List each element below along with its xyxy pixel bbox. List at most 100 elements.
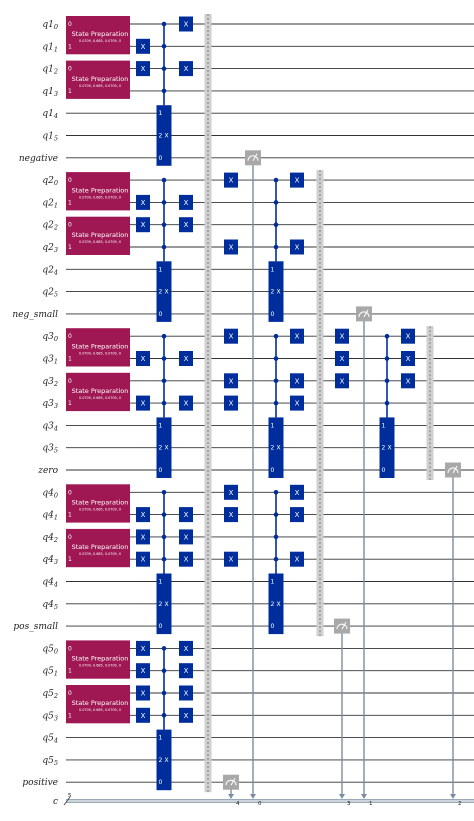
meter-arc	[447, 467, 459, 474]
qubit-label: q44	[42, 578, 58, 589]
x-gate-label: X	[340, 377, 345, 385]
x-gate-label: X	[184, 533, 189, 541]
x-gate-label: X	[184, 199, 189, 207]
mcx-label: X	[277, 601, 281, 608]
qubit-label: q10	[42, 20, 58, 31]
control-dot	[384, 378, 390, 384]
control-dot	[161, 356, 167, 361]
state-prep-index: 0	[68, 378, 72, 385]
mcx-gate	[156, 261, 172, 322]
x-gate-label: X	[295, 177, 300, 185]
x-gate	[136, 685, 150, 701]
x-gate	[224, 551, 238, 567]
mcx-gate	[268, 261, 284, 322]
mcx-index: 1	[271, 579, 275, 586]
classical-bit-index: 3	[347, 801, 351, 807]
state-prep-params: 0.0709, 0.685, 0.0709, 0	[79, 396, 121, 400]
state-prep-params: 0.0709, 0.685, 0.0709, 0	[79, 195, 121, 199]
x-gate	[290, 373, 304, 389]
x-gate	[136, 217, 150, 233]
x-gate-label: X	[141, 511, 146, 519]
x-gate-label: X	[184, 511, 189, 519]
x-gate	[136, 507, 150, 523]
qubit-label: positive	[22, 778, 58, 788]
mcx-index: 1	[159, 579, 163, 586]
control-dot	[161, 690, 167, 696]
state-prep-label: State Preparation	[72, 543, 129, 551]
x-gate	[179, 663, 193, 679]
qubit-label: q55	[42, 756, 58, 767]
qubit-label: q51	[42, 667, 58, 678]
control-dot	[161, 512, 167, 517]
control-dot	[273, 490, 279, 495]
qubit-label: q53	[42, 711, 58, 722]
qubit-label: neg_small	[12, 310, 58, 320]
state-preparation-gate	[66, 328, 130, 367]
x-gate-label: X	[340, 355, 345, 363]
measure-arrow	[450, 794, 456, 799]
state-prep-index: 0	[68, 489, 72, 496]
mcx-gate	[156, 417, 172, 478]
x-gate-label: X	[184, 690, 189, 698]
state-prep-index: 1	[68, 88, 72, 95]
x-gate	[136, 529, 150, 545]
mcx-index: 0	[159, 623, 163, 630]
x-gate	[179, 551, 193, 567]
x-gate	[224, 373, 238, 389]
mcx-index: 1	[159, 110, 163, 117]
qubit-label: q33	[42, 399, 58, 410]
qubit-label: q42	[42, 533, 58, 544]
meter-needle	[252, 153, 258, 162]
state-preparation-gate	[66, 60, 130, 99]
x-gate-label: X	[295, 400, 300, 408]
control-dot	[273, 356, 279, 361]
control-dot	[273, 222, 279, 227]
state-prep-label: State Preparation	[72, 186, 129, 194]
control-dot	[161, 400, 167, 406]
mcx-gate	[156, 729, 172, 791]
qubit-label: q22	[42, 221, 58, 232]
qubit-label: q21	[42, 198, 58, 209]
x-gate-label: X	[141, 667, 146, 675]
control-dot	[161, 44, 167, 49]
mcx-label: X	[388, 445, 392, 452]
x-gate-label: X	[184, 400, 189, 408]
mcx-index: 0	[159, 311, 163, 318]
x-gate-label: X	[141, 221, 146, 229]
state-prep-index: 1	[68, 712, 72, 719]
x-gate-label: X	[184, 21, 189, 29]
x-gate-label: X	[229, 333, 234, 341]
qubit-label: q50	[42, 644, 58, 655]
x-gate-label: X	[229, 244, 234, 252]
meter-needle	[341, 621, 347, 630]
qubit-label: q20	[42, 176, 58, 187]
x-gate	[179, 529, 193, 545]
mcx-index: 2	[271, 445, 275, 452]
mcx-index: 0	[159, 779, 163, 786]
mcx-index: 0	[271, 311, 275, 318]
state-preparation-gate	[66, 16, 130, 55]
mcx-label: X	[165, 289, 169, 296]
meter-arc	[225, 779, 237, 786]
x-gate-label: X	[141, 556, 146, 564]
x-gate	[136, 663, 150, 679]
state-prep-index: 1	[68, 668, 72, 675]
qubit-label: pos_small	[13, 622, 58, 632]
x-gate-label: X	[406, 333, 411, 341]
x-gate-label: X	[184, 221, 189, 229]
control-dot	[161, 21, 167, 27]
state-prep-label: State Preparation	[72, 231, 129, 239]
x-gate	[136, 395, 150, 411]
state-prep-index: 0	[68, 690, 72, 697]
qubit-label: q52	[42, 689, 58, 700]
state-preparation-gate	[66, 216, 130, 255]
mcx-gate	[268, 417, 284, 478]
x-gate-label: X	[184, 645, 189, 653]
x-gate	[224, 484, 238, 500]
x-gate-label: X	[229, 177, 234, 185]
control-dot	[161, 713, 167, 718]
control-dot	[161, 333, 167, 339]
mcx-index: 2	[159, 289, 163, 296]
control-dot	[273, 244, 279, 250]
mcx-label: X	[165, 445, 169, 452]
